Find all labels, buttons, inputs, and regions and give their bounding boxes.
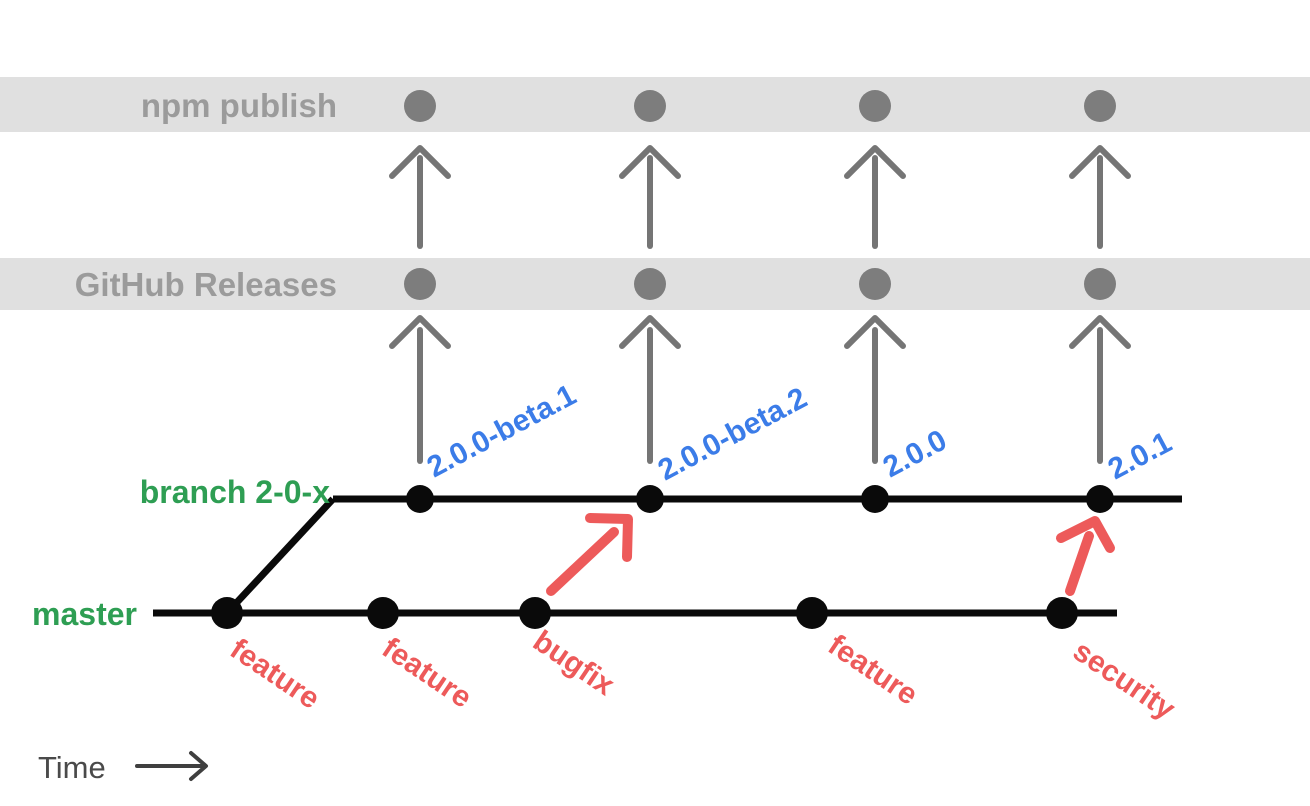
master-commit-dot bbox=[519, 597, 551, 629]
npm-publish-node bbox=[634, 90, 666, 122]
branch-commit-dot bbox=[636, 485, 664, 513]
commit-label: feature bbox=[376, 631, 477, 714]
publish-arrow bbox=[1069, 145, 1131, 249]
master-commit-dot bbox=[1046, 597, 1078, 629]
release-version-label: 2.0.0-beta.2 bbox=[653, 381, 813, 487]
master-commit-dot bbox=[211, 597, 243, 629]
commit-label: feature bbox=[822, 628, 923, 711]
commit-label: bugfix bbox=[527, 624, 620, 702]
release-branch-label: branch 2-0-x bbox=[140, 474, 330, 510]
publish-arrow bbox=[389, 145, 451, 249]
npm-publish-lane-label: npm publish bbox=[141, 87, 337, 124]
time-arrow-icon bbox=[135, 751, 208, 781]
branch-commit-dot bbox=[1086, 485, 1114, 513]
github-release-node bbox=[404, 268, 436, 300]
npm-publish-node bbox=[859, 90, 891, 122]
branch-commit-dot bbox=[861, 485, 889, 513]
release-arrow bbox=[1069, 315, 1131, 464]
branch-fork-line bbox=[224, 496, 336, 616]
publish-arrow bbox=[844, 145, 906, 249]
github-release-node bbox=[859, 268, 891, 300]
release-version-label: 2.0.1 bbox=[1103, 426, 1177, 486]
npm-publish-node bbox=[404, 90, 436, 122]
merge-arrow-security bbox=[1056, 516, 1115, 596]
time-label: Time bbox=[38, 750, 106, 785]
commit-label: security bbox=[1067, 634, 1181, 726]
release-arrow bbox=[389, 315, 451, 464]
release-version-label: 2.0.0 bbox=[878, 424, 952, 484]
npm-publish-node bbox=[1084, 90, 1116, 122]
release-arrow bbox=[844, 315, 906, 464]
github-release-node bbox=[1084, 268, 1116, 300]
release-arrow bbox=[619, 315, 681, 464]
master-commit-dot bbox=[367, 597, 399, 629]
merge-arrow-bugfix bbox=[546, 513, 633, 596]
branch-commit-dot bbox=[406, 485, 434, 513]
publish-arrow bbox=[619, 145, 681, 249]
commit-label: feature bbox=[224, 632, 325, 715]
github-release-node bbox=[634, 268, 666, 300]
release-version-label: 2.0.0-beta.1 bbox=[422, 378, 582, 484]
github-releases-lane-label: GitHub Releases bbox=[75, 266, 337, 303]
master-branch-label: master bbox=[32, 596, 137, 632]
master-commit-dot bbox=[796, 597, 828, 629]
